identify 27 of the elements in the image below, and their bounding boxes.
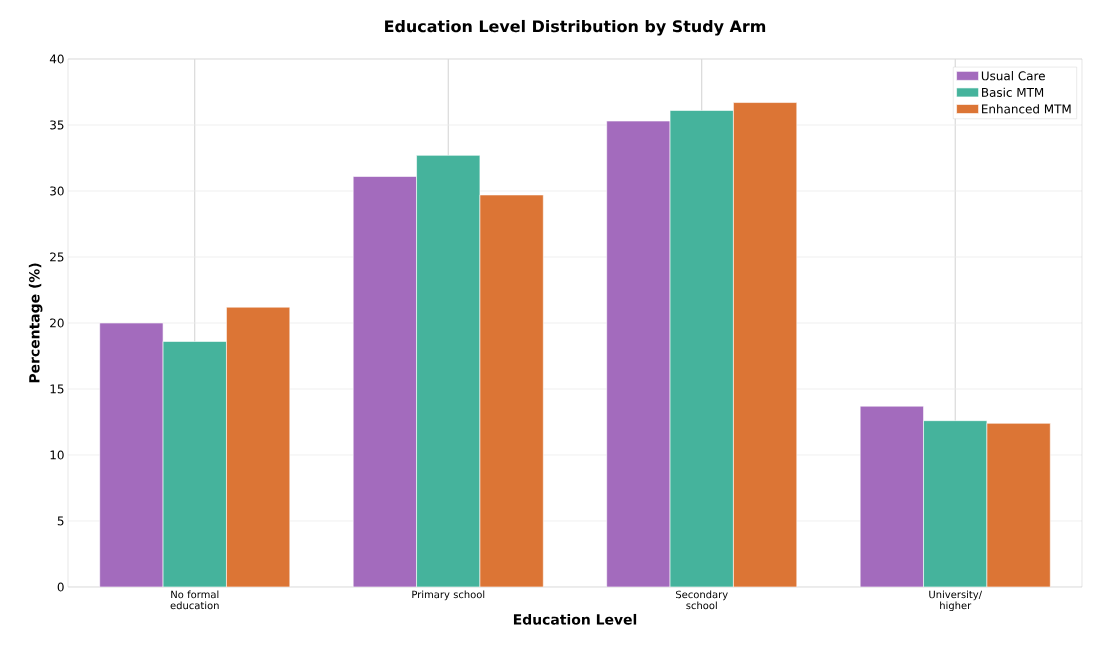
y-tick-label: 10 [50,450,64,460]
y-tick-label: 5 [57,516,64,526]
y-tick-label: 20 [50,318,64,328]
legend-label: Basic MTM [982,87,1044,97]
bar [416,155,481,587]
bar [606,120,671,587]
legend-label: Usual Care [981,71,1045,81]
x-tick-label: Primary school [412,590,485,601]
x-tick-label: No formal education [170,590,219,610]
y-tick-label: 15 [50,384,64,394]
x-axis-title: Education Level [513,613,637,625]
bar [99,322,164,587]
chart-title: Education Level Distribution by Study Arm [385,19,766,36]
bar [923,420,988,587]
bar [859,405,924,587]
y-tick-label: 35 [50,120,64,130]
legend-label: Enhanced MTM [982,104,1071,114]
y-tick-label: 40 [49,54,64,64]
y-tick-label: 25 [50,252,64,262]
y-axis-title: Percentage (%) [28,263,43,383]
bar [669,110,734,587]
x-tick-label: Secondary school [676,590,728,610]
y-tick-label: 30 [50,186,64,196]
y-tick-label: 0 [57,582,64,592]
x-tick-label: University/ higher [929,590,983,612]
bar [162,341,227,587]
bar [352,176,417,587]
